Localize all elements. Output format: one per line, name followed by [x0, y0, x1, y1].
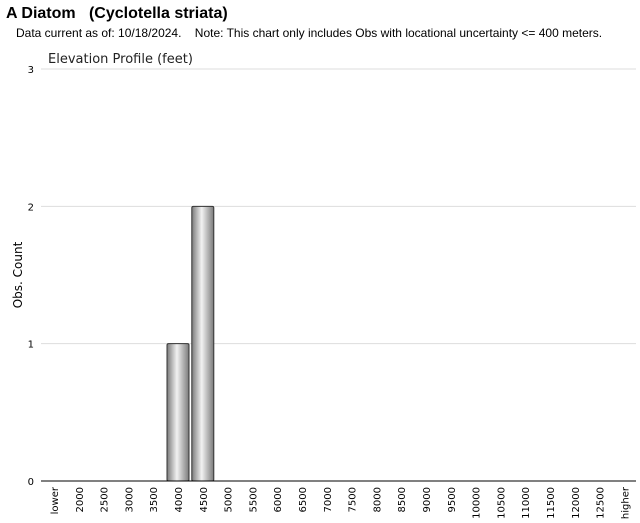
y-axis-label: Obs. Count — [11, 241, 25, 308]
x-tick-label: 10500 — [496, 487, 507, 519]
bar-4000 — [166, 343, 190, 482]
y-tick-labels: 0 1 2 3 — [28, 65, 34, 488]
bar-4500 — [191, 205, 215, 482]
x-tick-label: 10000 — [472, 487, 483, 519]
y-tick-label: 1 — [28, 340, 34, 351]
y-tick-label: 0 — [28, 477, 34, 488]
x-tick-label: 12000 — [571, 487, 582, 519]
x-tick-label: 8000 — [372, 487, 383, 512]
grid-lines — [41, 68, 636, 345]
x-tick-label: 4000 — [174, 487, 185, 512]
page-title: A Diatom (Cyclotella striata) — [6, 5, 228, 22]
x-tick-label: 2500 — [100, 487, 111, 512]
x-tick-label: 7500 — [348, 487, 359, 512]
x-tick-label: 5000 — [224, 487, 235, 512]
x-tick-label: 2000 — [75, 487, 86, 512]
y-tick-label: 2 — [28, 202, 34, 213]
x-tick-label: 11000 — [521, 487, 532, 519]
x-tick-label: 3500 — [149, 487, 160, 512]
bars — [166, 205, 215, 482]
x-tick-label: 5500 — [248, 487, 259, 512]
x-tick-label: 9500 — [447, 487, 458, 512]
chart-title: Elevation Profile (feet) — [48, 52, 193, 67]
x-tick-label: 3000 — [124, 487, 135, 512]
data-note: Data current as of: 10/18/2024. Note: Th… — [16, 26, 603, 40]
x-tick-label: 6000 — [273, 487, 284, 512]
x-tick-label: 11500 — [546, 487, 557, 519]
x-tick-label: 7000 — [323, 487, 334, 512]
x-tick-label: higher — [620, 486, 631, 519]
x-tick-labels: lower 2000 2500 3000 3500 4000 4500 5000 5500 600… — [50, 486, 631, 519]
y-tick-label: 3 — [28, 65, 34, 76]
x-tick-label: 8500 — [397, 487, 408, 512]
x-tick-label: lower — [50, 486, 61, 514]
x-tick-label: 12500 — [596, 487, 607, 519]
x-tick-label: 6500 — [298, 487, 309, 512]
x-tick-label: 4500 — [199, 487, 210, 512]
x-tick-label: 9000 — [422, 487, 433, 512]
